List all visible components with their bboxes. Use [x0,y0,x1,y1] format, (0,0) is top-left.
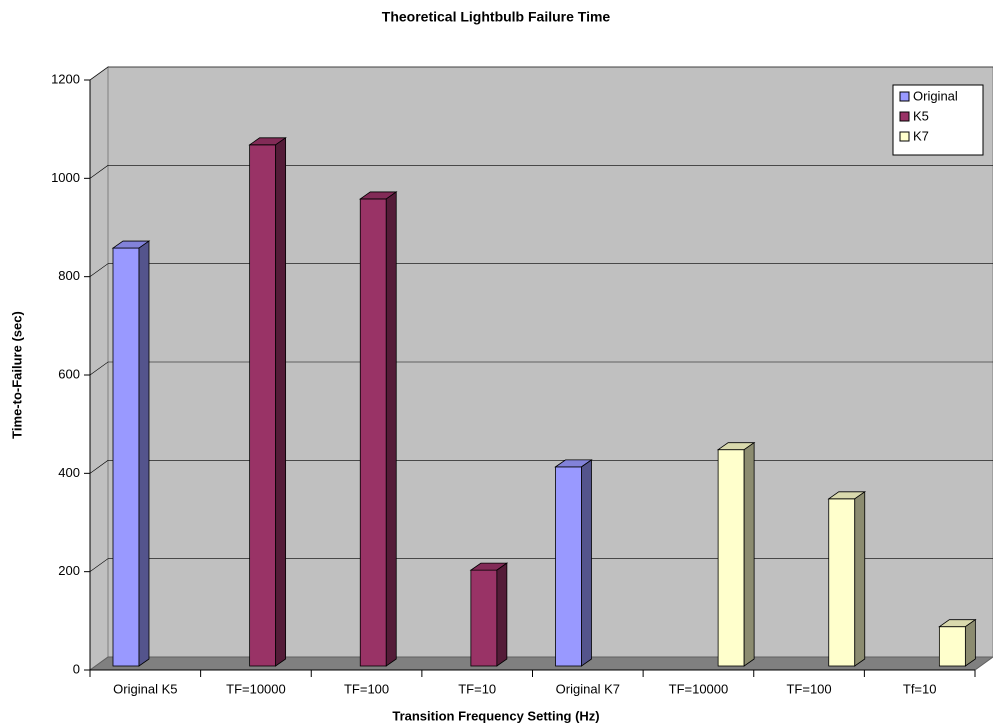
x-tick-label: TF=10 [458,681,496,696]
legend-swatch [899,131,910,142]
x-tick-label: Original K5 [113,681,177,696]
bar-side [275,137,287,667]
bar-side [854,491,866,667]
x-tick-label: TF=10000 [226,681,286,696]
grid-line [89,460,993,474]
legend-label: Original [913,88,958,103]
bar-front [938,626,966,667]
bar-front [828,498,856,667]
y-axis-label: Time-to-Failure (sec) [9,311,24,439]
y-tick-label: 200 [58,563,80,578]
y-tick-label: 1200 [51,71,80,86]
grid-line [89,558,993,572]
y-tick-label: 0 [73,661,80,676]
bar-side [743,441,755,667]
bar-front [470,569,498,667]
y-tick-label: 1000 [51,170,80,185]
grid-line [89,263,993,277]
chart-title: Theoretical Lightbulb Failure Time [382,9,611,25]
legend-swatch [899,91,910,102]
bar-side [964,618,976,667]
y-tick-label: 800 [58,268,80,283]
bar-front [359,198,387,667]
grid-line [89,66,993,81]
x-tick-label: Tf=10 [903,681,937,696]
y-tick-label: 400 [58,465,80,480]
legend-swatch [899,111,910,122]
bar-side [496,562,508,667]
bar-side [138,240,150,667]
legend-label: K7 [913,128,929,143]
grid-line [89,165,993,179]
x-axis-label: Transition Frequency Setting (Hz) [392,708,599,723]
x-tick-label: Original K7 [556,681,620,696]
legend-label: K5 [913,108,929,123]
x-tick-label: TF=100 [786,681,831,696]
bar-front [717,449,745,667]
x-tick-label: TF=10000 [669,681,729,696]
bar-front [249,144,277,667]
bar-side [385,191,397,667]
bar-front [555,466,582,667]
bar-front [112,247,140,667]
grid-line [89,361,993,376]
x-tick-label: TF=100 [344,681,389,696]
y-tick-label: 600 [58,366,80,381]
bar-side [581,459,592,667]
